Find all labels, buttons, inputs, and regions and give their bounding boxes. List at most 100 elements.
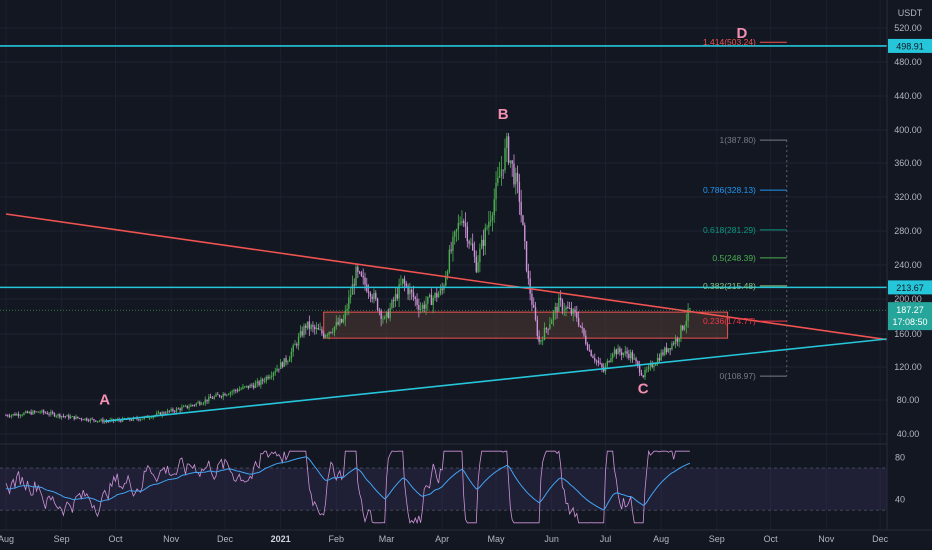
- candle-body: [678, 338, 680, 342]
- candle-body: [649, 363, 652, 367]
- candle-body: [32, 411, 34, 415]
- candle-body: [486, 227, 488, 229]
- candle-body: [683, 326, 686, 330]
- candle-body: [208, 396, 210, 402]
- candle-body: [570, 308, 573, 314]
- candle-body: [590, 350, 592, 357]
- candle-body: [78, 418, 81, 419]
- candle-body: [480, 239, 483, 249]
- candle-body: [269, 376, 271, 379]
- candle-body: [561, 300, 564, 311]
- fib-level-label: 0.382(215.48): [703, 281, 756, 291]
- time-axis-bg[interactable]: [0, 530, 932, 550]
- candle-body: [635, 358, 637, 362]
- candle-body: [479, 248, 481, 263]
- candle-body: [39, 412, 41, 414]
- candle-body: [484, 227, 486, 246]
- price-axis: 520.00 480.00 440.00 400.00 360.00 320.00 280.…: [894, 23, 922, 439]
- price-tick-label: 80.00: [897, 395, 920, 405]
- candle-body: [278, 368, 280, 370]
- candle-body: [102, 419, 104, 423]
- candle-body: [656, 357, 659, 364]
- candle-body: [251, 384, 253, 386]
- time-tick-label: Oct: [764, 534, 779, 544]
- candle-body: [556, 306, 558, 312]
- price-scale-bg[interactable]: [887, 0, 932, 530]
- candle-body: [8, 416, 11, 417]
- candle-body: [95, 420, 97, 422]
- candle-body: [642, 375, 644, 378]
- rsi-panel: [0, 449, 887, 525]
- candle-body: [68, 415, 70, 419]
- candle-body: [188, 406, 190, 408]
- candle-body: [235, 389, 237, 391]
- candle-body: [227, 394, 230, 396]
- candle-body: [331, 332, 334, 333]
- wave-label-C: C: [638, 380, 649, 397]
- candle-body: [384, 316, 386, 319]
- candle-body: [495, 182, 497, 200]
- time-tick-label: Dec: [217, 534, 234, 544]
- candle-body: [276, 368, 278, 372]
- candle-body: [48, 414, 50, 415]
- candle-body: [498, 176, 501, 178]
- candle-body: [292, 345, 294, 352]
- candle-body: [572, 309, 574, 314]
- fib-extension[interactable]: 1.414(503.24) 1(387.80) 0.786(328.13) 0.618…: [703, 37, 788, 381]
- candle-body: [475, 256, 477, 272]
- candle-body: [242, 386, 244, 389]
- candle-body: [231, 391, 233, 393]
- candle-body: [441, 288, 443, 290]
- horizontal-lines[interactable]: [0, 45, 887, 311]
- candle-body: [507, 136, 510, 163]
- candle-body: [357, 266, 359, 272]
- candle-body: [256, 381, 258, 384]
- candle-body: [305, 325, 307, 328]
- candle-body: [193, 405, 196, 406]
- candle-body: [364, 277, 366, 285]
- candle-body: [543, 327, 546, 340]
- candle-body: [425, 303, 427, 309]
- candle-body: [497, 177, 499, 183]
- candle-body: [55, 415, 57, 417]
- candle-body: [527, 270, 530, 279]
- candle-body: [466, 226, 469, 242]
- candle-body: [75, 416, 77, 420]
- candle-body: [190, 405, 192, 407]
- candle-body: [674, 338, 677, 344]
- candle-body: [355, 266, 357, 286]
- candle-body: [247, 385, 250, 388]
- candle-body: [96, 421, 99, 422]
- candle-body: [665, 347, 668, 352]
- candle-body: [400, 283, 402, 285]
- candle-body: [166, 410, 169, 414]
- candle-body: [378, 310, 381, 311]
- candle-body: [626, 351, 628, 354]
- fib-level-label: 0(108.97): [720, 371, 757, 381]
- candle-body: [319, 329, 321, 331]
- candle-body: [437, 293, 440, 298]
- candle-body: [369, 293, 372, 297]
- candle-body: [640, 372, 643, 376]
- wave-labels: A B C D: [99, 25, 747, 408]
- price-badge-label: 498.91: [896, 41, 924, 51]
- rsi-band: [0, 468, 887, 511]
- candle-body: [14, 413, 16, 416]
- trendlines[interactable]: [5, 213, 932, 423]
- candle-body: [315, 327, 318, 330]
- candle-body: [559, 297, 562, 301]
- candle-body: [285, 358, 287, 363]
- candle-body: [567, 307, 569, 309]
- rsi-tick-label: 40: [895, 495, 905, 505]
- time-tick-label: Sep: [709, 534, 725, 544]
- trendline-resistance: [5, 213, 932, 347]
- candle-body: [489, 220, 492, 222]
- candle-body: [35, 411, 38, 413]
- time-tick-label: Nov: [163, 534, 180, 544]
- time-tick-label: Dec: [872, 534, 889, 544]
- candle-body: [240, 388, 242, 390]
- candle-body: [509, 160, 512, 163]
- candle-body: [16, 413, 18, 416]
